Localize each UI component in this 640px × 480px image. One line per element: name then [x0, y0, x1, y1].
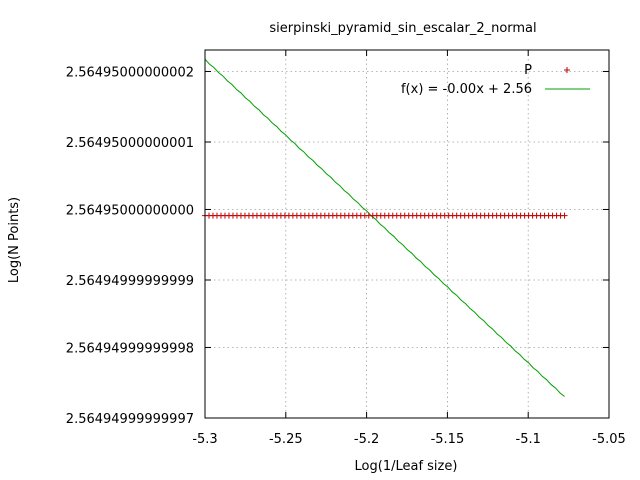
- data-point: [561, 212, 568, 219]
- y-axis-label: Log(N Points): [7, 197, 22, 283]
- y-tick-label: 2.56494999999999: [66, 274, 194, 289]
- legend-plus-marker: [564, 67, 570, 73]
- x-axis-label: Log(1/Leaf size): [355, 459, 458, 474]
- x-tick-label: -5.1: [516, 432, 541, 447]
- chart-title: sierpinski_pyramid_sin_escalar_2_normal: [269, 21, 536, 36]
- x-tick-label: -5.25: [269, 432, 303, 447]
- fit-line: [204, 58, 565, 397]
- legend-marker-p: [564, 67, 570, 73]
- y-tick-label: 2.56494999999997: [66, 412, 194, 427]
- legend: P f(x) = -0.00x + 2.56: [401, 63, 590, 97]
- grid: [205, 50, 609, 419]
- axis-ticks: -5.3 -5.25 -5.2 -5.15 -5.1 -5.05 2.56494999999…: [66, 50, 626, 447]
- legend-label-fit: f(x) = -0.00x + 2.56: [401, 82, 532, 97]
- x-tick-label: -5.2: [354, 432, 379, 447]
- x-tick-label: -5.05: [592, 432, 626, 447]
- y-tick-label: 2.56495000000002: [66, 65, 194, 80]
- y-tick-label: 2.56495000000001: [66, 136, 194, 151]
- x-tick-label: -5.15: [431, 432, 465, 447]
- y-tick-label: 2.56495000000000: [66, 203, 194, 218]
- plot-frame: [204, 49, 610, 419]
- legend-label-p: P: [524, 63, 532, 78]
- plot-series: [202, 58, 568, 397]
- x-tick-label: -5.3: [192, 432, 217, 447]
- y-tick-label: 2.56494999999998: [66, 341, 194, 356]
